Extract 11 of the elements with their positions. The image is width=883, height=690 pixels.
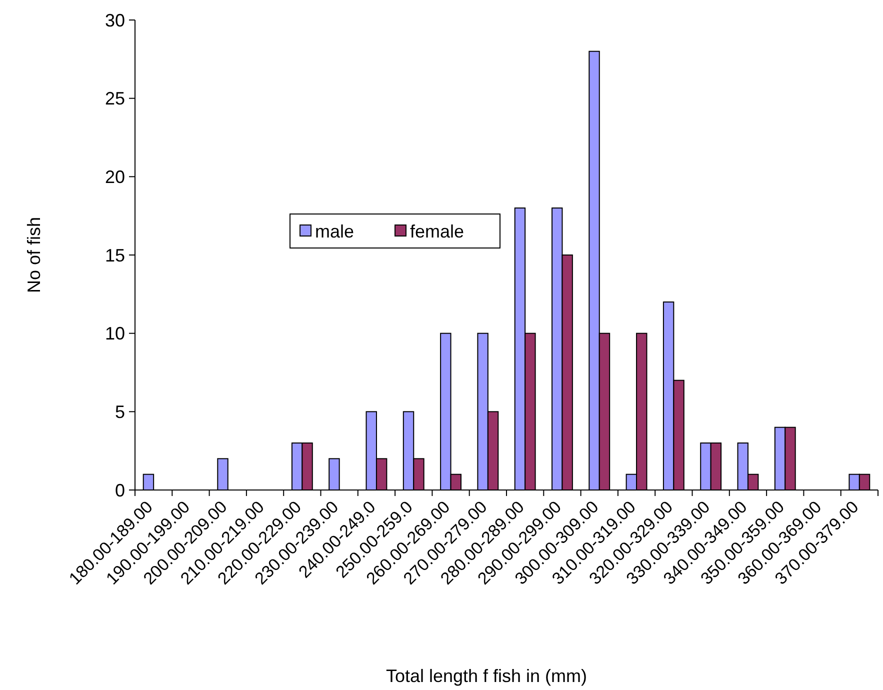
legend-label: female <box>410 221 464 242</box>
y-tick-label: 5 <box>114 402 125 422</box>
y-tick-label: 10 <box>104 324 125 344</box>
y-tick-label: 0 <box>114 480 125 500</box>
y-tick-label: 25 <box>104 88 125 109</box>
y-axis-title: No of fish <box>24 216 44 294</box>
y-tick-label: 15 <box>104 245 125 266</box>
y-tick-label: 30 <box>104 10 125 30</box>
x-axis-title: Total length f fish in (mm) <box>386 666 588 686</box>
legend-label: male <box>315 221 354 242</box>
y-tick-label: 20 <box>104 166 125 187</box>
